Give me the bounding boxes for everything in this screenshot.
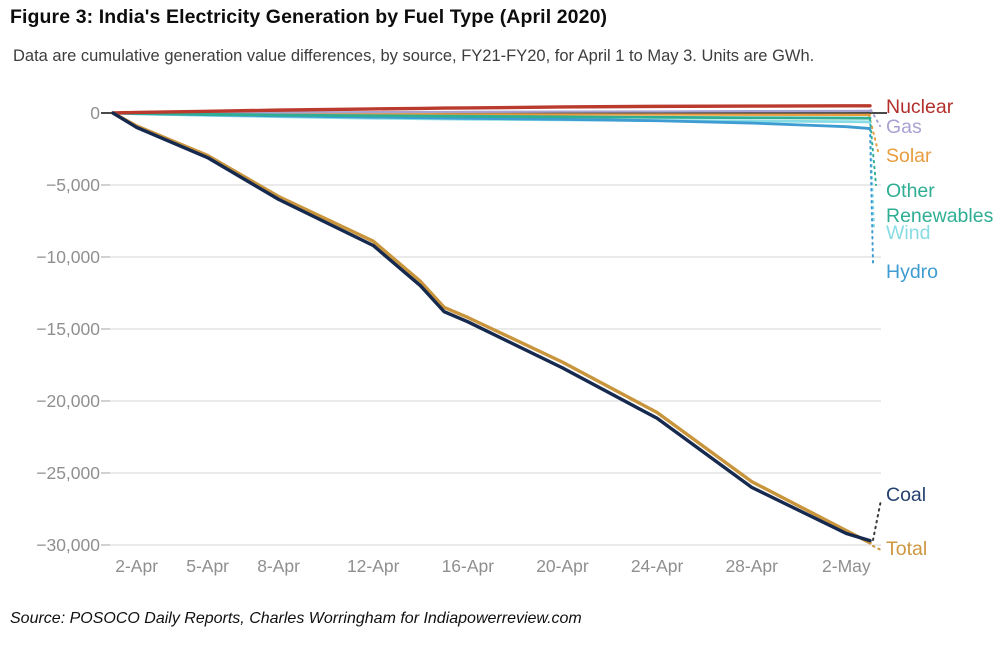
x-tick-label: 28-Apr xyxy=(725,556,778,576)
x-tick-label: 24-Apr xyxy=(631,556,684,576)
series-label-hydro: Hydro xyxy=(886,261,938,283)
series-label-solar: Solar xyxy=(886,145,932,167)
y-tick-label: −20,000 xyxy=(36,391,100,411)
series-line-other-renewables xyxy=(111,111,872,120)
y-tick-label: 0 xyxy=(90,103,100,123)
y-tick-label: −15,000 xyxy=(36,319,100,339)
x-tick-label: 8-Apr xyxy=(257,556,300,576)
series-label-total: Total xyxy=(886,538,927,560)
leader-line-hydro xyxy=(869,128,874,264)
series-label-gas: Gas xyxy=(886,116,922,138)
series-line-total xyxy=(111,111,872,545)
x-tick-label: 12-Apr xyxy=(347,556,400,576)
y-tick-label: −10,000 xyxy=(36,247,100,267)
series-label-coal: Coal xyxy=(886,484,926,506)
series-label-other-renewables: Other Renewables xyxy=(886,180,994,227)
series-line-nuclear xyxy=(111,104,872,115)
figure-title: Figure 3: India's Electricity Generation… xyxy=(10,6,608,28)
figure-subtitle: Data are cumulative generation value dif… xyxy=(13,47,815,65)
y-tick-label: −30,000 xyxy=(36,535,100,555)
x-tick-label: 20-Apr xyxy=(536,556,589,576)
leader-line-coal xyxy=(872,499,882,541)
series-label-wind: Wind xyxy=(886,222,930,244)
figure-source: Source: POSOCO Daily Reports, Charles Wo… xyxy=(10,610,582,627)
leader-line-other-renewables xyxy=(869,118,877,186)
x-tick-label: 16-Apr xyxy=(442,556,495,576)
x-tick-label: 2-May xyxy=(822,556,871,576)
leader-line-total xyxy=(872,545,882,551)
series-line-coal xyxy=(111,111,872,543)
y-tick-label: −25,000 xyxy=(36,463,100,483)
x-tick-label: 5-Apr xyxy=(186,556,229,576)
series-label-nuclear: Nuclear xyxy=(886,96,954,118)
y-tick-label: −5,000 xyxy=(46,175,100,195)
x-tick-label: 2-Apr xyxy=(115,556,158,576)
